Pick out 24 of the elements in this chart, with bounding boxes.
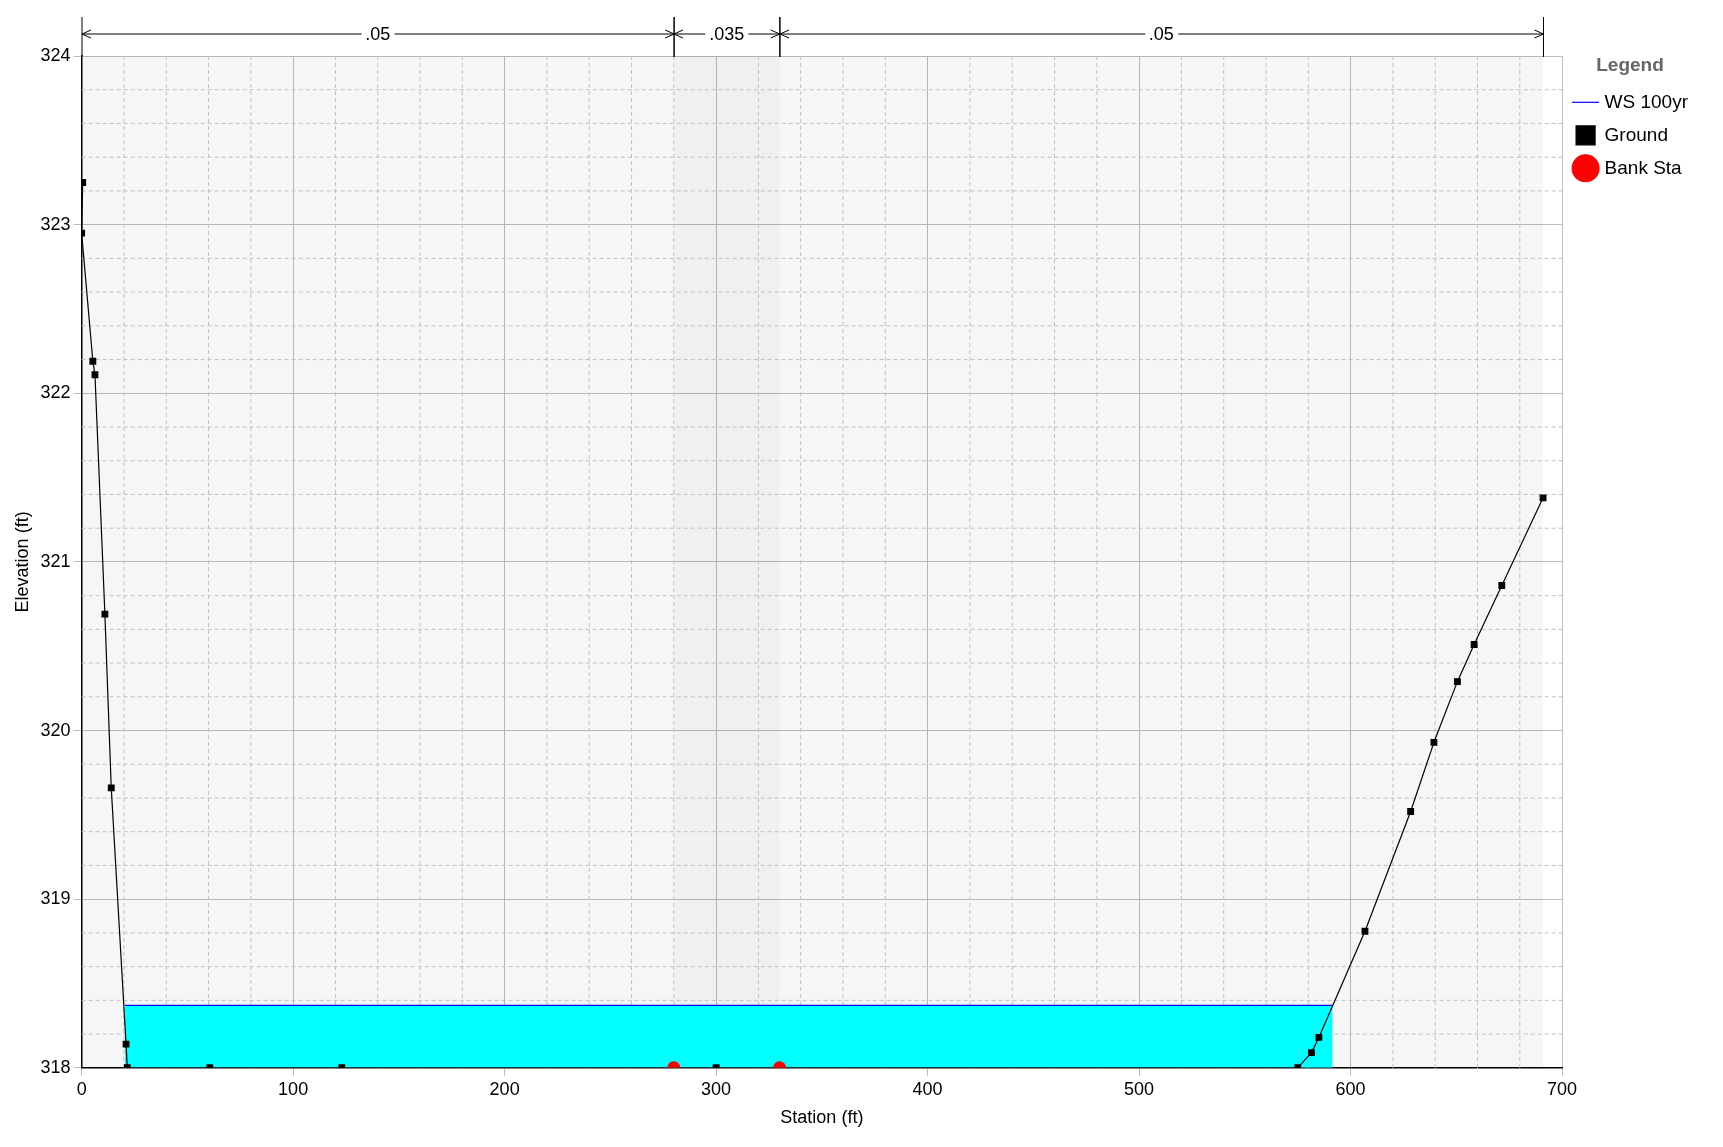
band-label: .05: [365, 23, 391, 44]
y-tick-label: 322: [40, 382, 71, 403]
band-label: .05: [1148, 23, 1174, 44]
legend-label: .035: [709, 23, 745, 44]
y-tick-label: 323: [40, 213, 71, 234]
y-axis-title: Elevation (ft): [11, 511, 32, 613]
x-tick-label: 700: [1547, 1078, 1578, 1099]
y-tick-label: 320: [40, 719, 71, 740]
x-tick-label: 600: [1335, 1078, 1366, 1099]
y-tick-label: 319: [40, 888, 71, 909]
x-tick-label: 0: [76, 1078, 87, 1099]
x-tick-label: 400: [912, 1078, 943, 1099]
x-axis-title: Station (ft): [780, 1107, 864, 1128]
y-tick-label: 324: [40, 44, 71, 65]
x-tick-label: 100: [278, 1078, 309, 1099]
y-tick-label: 318: [40, 1056, 71, 1077]
legend-title: Legend: [1596, 53, 1664, 75]
x-tick-label: 200: [489, 1078, 520, 1099]
y-tick-label: 321: [40, 550, 71, 571]
legend-label: Ground: [1604, 123, 1668, 145]
legend-label: WS 100yr: [1604, 90, 1689, 112]
x-tick-label: 300: [701, 1078, 732, 1099]
legend-label: Bank Sta: [1604, 156, 1683, 178]
x-tick-label: 500: [1124, 1078, 1155, 1099]
